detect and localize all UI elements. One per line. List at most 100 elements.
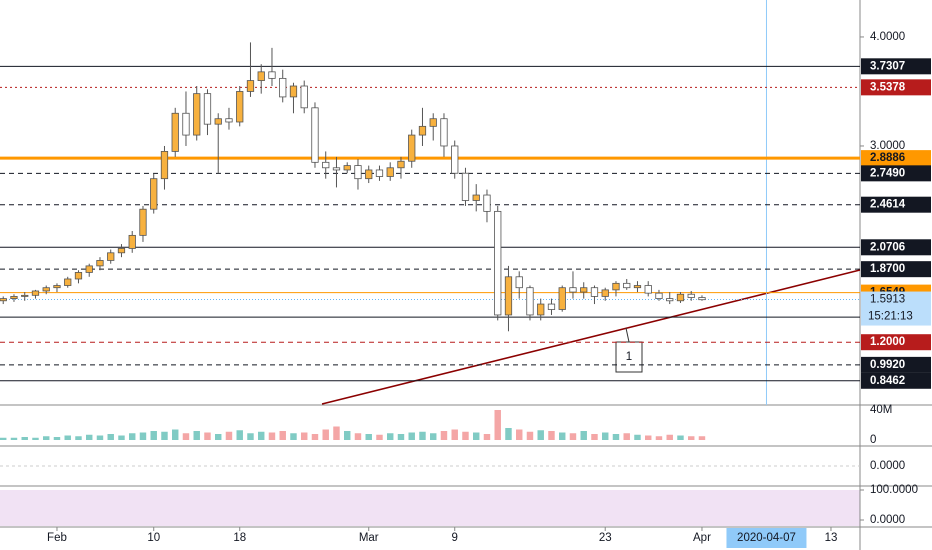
candle-body <box>279 77 287 98</box>
level-label-box <box>861 165 931 182</box>
level-label: 0.9920 <box>870 359 905 371</box>
candle-body <box>429 118 437 127</box>
level-label: 2.7490 <box>870 167 905 179</box>
x-tick-label: 23 <box>599 532 612 544</box>
y-tick-label: 4.0000 <box>870 31 905 43</box>
level-label: 1.2000 <box>870 336 905 348</box>
volume-bar <box>591 434 598 440</box>
volume-bar <box>483 434 491 440</box>
candle-body <box>644 285 652 294</box>
volume-bar <box>462 431 469 440</box>
level-label-box <box>861 356 931 373</box>
candle-body <box>117 248 126 254</box>
candle-body <box>289 85 298 98</box>
volume-bar <box>698 436 706 440</box>
volume-bar <box>107 434 114 440</box>
volume-bar <box>387 433 394 440</box>
volume-bar <box>96 435 104 440</box>
cursor-date-label: 2020-04-07 <box>737 532 796 544</box>
volume-bar <box>516 429 523 440</box>
volume-bar <box>537 430 544 440</box>
candle-body <box>483 194 491 212</box>
candle-body <box>590 287 599 297</box>
volume-bar <box>53 437 61 440</box>
level-label: 1.8700 <box>870 263 905 275</box>
level-label-box <box>861 261 931 278</box>
volume-bar <box>602 432 609 440</box>
volume-bar <box>86 434 93 440</box>
candle-body <box>171 112 179 152</box>
level-label-box <box>861 58 931 75</box>
candle-body <box>64 278 72 286</box>
level-label-box <box>861 79 931 96</box>
candle-body <box>655 292 663 299</box>
candle-body <box>343 165 351 171</box>
level-label: 0.8462 <box>870 375 905 387</box>
candle-body <box>612 282 620 291</box>
candle-body <box>526 287 534 316</box>
volume-bar <box>0 437 7 440</box>
volume-bar <box>634 434 641 440</box>
level-label: 2.0706 <box>870 241 905 253</box>
volume-bar <box>43 436 50 440</box>
level-label-box <box>861 150 931 167</box>
volume-bar <box>569 433 577 440</box>
candle-body <box>397 160 405 169</box>
volume-bar <box>505 428 512 440</box>
level-label-box <box>861 196 931 213</box>
candle-body <box>150 178 158 210</box>
level-label-box <box>861 334 931 351</box>
x-tick-label: Mar <box>359 532 379 544</box>
volume-bar <box>440 431 448 440</box>
volume-bar <box>161 431 168 440</box>
candle-body <box>698 297 706 301</box>
candle-body <box>354 165 362 180</box>
volume-bar <box>236 430 243 440</box>
candle-body <box>580 287 588 293</box>
volume-bar <box>290 433 297 440</box>
candle-body <box>42 287 50 292</box>
candle-body <box>418 125 427 136</box>
candle-body <box>558 287 566 310</box>
cursor-date-box <box>726 528 807 548</box>
volume-bar <box>247 433 254 440</box>
volume-bar <box>645 435 652 440</box>
volume-bar <box>473 432 480 440</box>
volume-bar <box>129 433 136 440</box>
candle-body <box>85 265 93 273</box>
candle-body <box>203 93 212 125</box>
candle-body <box>623 282 631 289</box>
volume-bar <box>344 431 351 440</box>
level-label: 3.7307 <box>870 60 905 72</box>
candle-body <box>515 276 523 289</box>
candle-body <box>96 260 104 267</box>
candle-body <box>10 296 18 299</box>
x-tick-label: 10 <box>147 532 160 544</box>
volume-bar <box>419 431 426 440</box>
volume-bar <box>430 433 437 440</box>
candle-body <box>633 285 642 289</box>
volume-bar <box>365 434 372 440</box>
candle-body <box>666 298 674 302</box>
volume-bar <box>397 434 405 440</box>
candle-body <box>676 293 685 302</box>
volume-bar <box>10 437 18 440</box>
volume-tick-label: 0 <box>870 434 876 446</box>
volume-bar <box>666 434 673 440</box>
countdown-label: 15:21:13 <box>868 311 913 323</box>
macd-tick-label: 0.0000 <box>870 460 905 472</box>
volume-bar <box>75 436 82 440</box>
volume-bar <box>311 434 319 440</box>
x-tick-label: Feb <box>47 532 67 544</box>
last-price-label: 1.5913 <box>870 294 905 306</box>
x-tick-label: Apr <box>693 532 711 544</box>
candle-body <box>451 145 459 174</box>
candle-body <box>182 112 190 136</box>
candle-body <box>246 80 255 92</box>
volume-bar <box>21 437 28 440</box>
candle-body <box>332 167 341 171</box>
candle-body <box>440 118 448 147</box>
level-label-box <box>861 372 931 389</box>
stoch-tick-label: 100.0000 <box>870 484 918 496</box>
